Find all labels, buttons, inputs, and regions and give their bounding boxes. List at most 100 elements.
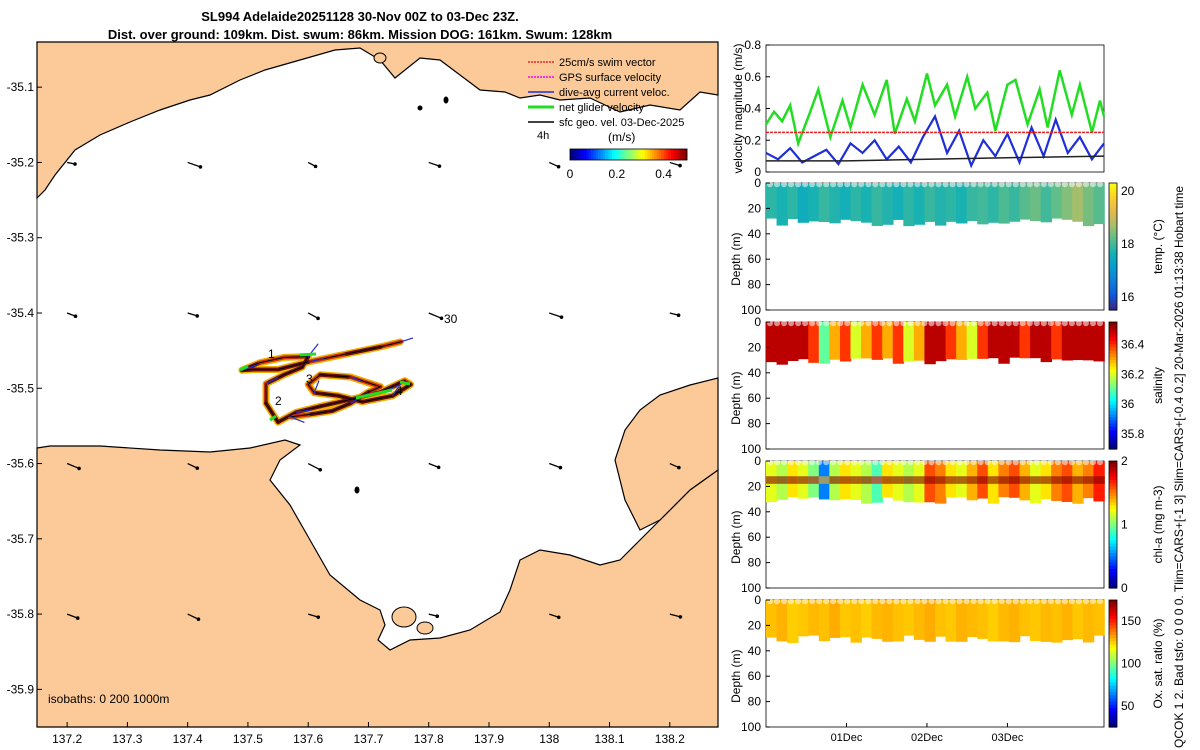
profile-colorbar-cell [1109, 208, 1117, 213]
profile-colorbar-cell [1109, 723, 1117, 728]
isobaths-label: isobaths: 0 200 1000m [48, 692, 169, 706]
profile-y-axis-label: Depth (m) [729, 233, 743, 286]
profile-surface-scallop [879, 320, 886, 327]
colorbar-title: (m/s) [608, 130, 635, 144]
profile-colorbar-cell [1109, 524, 1117, 529]
profile-colorbar-cell [1109, 243, 1117, 248]
chl-subsurface-band [882, 476, 894, 484]
profile-surface-scallop [844, 598, 851, 605]
legend-label: 25cm/s swim vector [559, 57, 656, 69]
sfc-geo-arrowhead [75, 616, 80, 620]
profile-surface-scallop [1068, 459, 1075, 466]
profile-surface-scallop [767, 598, 773, 605]
profile-surface-scallop [802, 320, 809, 327]
profile-surface-scallop [830, 181, 837, 188]
sfc-geo-arrowhead [439, 316, 444, 321]
profile-colorbar-cell [1109, 692, 1117, 696]
profile-surface-scallop [1089, 320, 1096, 327]
map-colorbar-frame [569, 148, 688, 161]
profile-surface-scallop [816, 320, 823, 327]
profile-data-column [818, 600, 831, 642]
profile-y-tick-label: 80 [748, 278, 762, 292]
chl-subsurface-band [839, 476, 852, 484]
map-colorbar-cell [619, 149, 622, 160]
profile-data-column [808, 322, 820, 363]
profile-colorbar-cell [1109, 249, 1117, 254]
profile-surface-scallop [865, 598, 872, 605]
sfc-geo-arrow [549, 462, 561, 469]
profile-surface-scallop [1012, 598, 1019, 605]
sfc-geo-arrowhead [196, 617, 201, 622]
island [416, 621, 434, 635]
profile-colorbar-cell [1109, 366, 1117, 371]
profile-colorbar-cell [1109, 337, 1117, 342]
profile-surface-scallop [942, 459, 949, 466]
sfc-geo-arrowhead [678, 615, 683, 619]
profile-colorbar-cell [1109, 553, 1117, 557]
profile-data-column [797, 322, 810, 360]
profile-y-tick-label: 20 [748, 618, 762, 632]
chl-subsurface-band [1072, 476, 1084, 484]
profile-colorbar-cell [1109, 429, 1117, 434]
sfc-geo-arrowhead [198, 165, 203, 169]
profile-colorbar-cell [1109, 385, 1117, 390]
profile-surface-scallop [970, 598, 977, 605]
profile-colorbar-cell [1109, 379, 1117, 383]
profile-colorbar-cell [1109, 530, 1117, 535]
velocity-series-line [765, 113, 1105, 169]
profile-surface-scallop [942, 320, 949, 327]
profile-colorbar-frame [1108, 599, 1118, 728]
profile-colorbar-tick: 16 [1121, 290, 1135, 304]
island [443, 96, 449, 104]
chl-subsurface-band [945, 476, 957, 484]
island [354, 486, 360, 494]
profile-surface-scallop [935, 320, 942, 327]
map-x-tick-label: 138.2 [655, 732, 685, 746]
profile-y-tick-label: 80 [748, 417, 762, 431]
profile-data-column [871, 183, 883, 226]
profile-colorbar-cell [1109, 527, 1117, 532]
profile-colorbar-cell [1109, 669, 1117, 674]
profile-colorbar-cell [1109, 445, 1117, 450]
track-day-label: 1 [268, 347, 275, 361]
profile-surface-scallop [767, 181, 773, 188]
map-colorbar-cell [600, 149, 604, 160]
profile-colorbar-cell [1109, 230, 1117, 235]
profile-colorbar-cell [1109, 653, 1117, 658]
profile-surface-scallop [872, 181, 879, 188]
map-colorbar-cell [626, 149, 629, 160]
profile-colorbar-cell [1109, 363, 1117, 368]
dive-avg-current-arrow [313, 380, 320, 393]
profile-colorbar-cell [1109, 284, 1117, 289]
profile-surface-scallop [1054, 598, 1061, 605]
profile-colorbar-cell [1109, 603, 1117, 607]
profile-surface-scallop [774, 459, 781, 466]
profile-data-column [1051, 322, 1063, 360]
map-colorbar-cell [656, 149, 660, 160]
map-colorbar-cell [677, 149, 681, 160]
profile-surface-scallop [823, 320, 830, 327]
profile-colorbar-cell [1109, 704, 1117, 709]
profile-surface-scallop [1061, 459, 1068, 466]
profile-colorbar-cell [1109, 606, 1117, 611]
chl-subsurface-band [850, 476, 862, 484]
profile-surface-scallop [1012, 459, 1019, 466]
profile-surface-scallop [1040, 181, 1047, 188]
profile-surface-scallop [928, 181, 935, 188]
profile-surface-scallop [956, 181, 963, 188]
chl-subsurface-band [998, 476, 1010, 484]
profile-colorbar-cell [1109, 622, 1117, 626]
map-colorbar-cell [642, 149, 646, 160]
map-colorbar-cell [647, 149, 650, 160]
profile-colorbar-cell [1109, 619, 1117, 623]
chl-subsurface-band [861, 476, 873, 484]
profile-colorbar-cell [1109, 483, 1117, 487]
legend-label: sfc geo. vel. 03-Dec-2025 [559, 117, 684, 129]
profile-colorbar-cell [1109, 556, 1117, 561]
profile-colorbar-cell [1109, 395, 1117, 399]
profile-colorbar-label: chl-a (mg m-3) [1151, 485, 1165, 563]
profile-surface-scallop [795, 181, 802, 188]
profile-surface-scallop [935, 459, 942, 466]
dive-avg-current-arrow [350, 376, 362, 382]
map-colorbar-cell [577, 149, 580, 160]
